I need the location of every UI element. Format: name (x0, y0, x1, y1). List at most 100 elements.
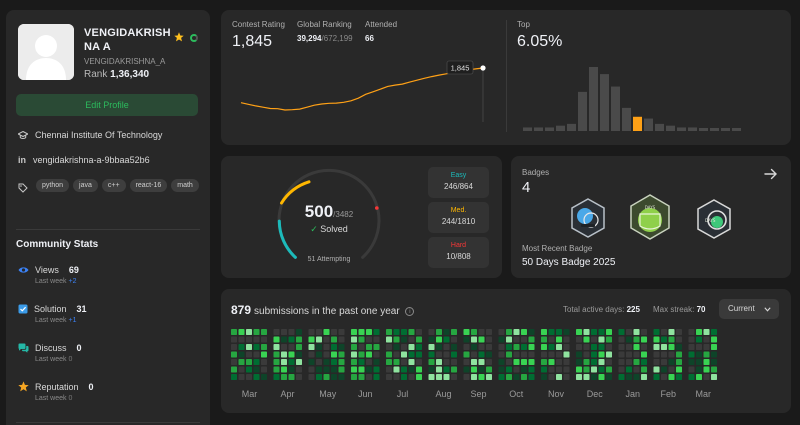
heatmap-day[interactable] (633, 336, 640, 343)
heatmap-day[interactable] (386, 351, 392, 358)
heatmap-day[interactable] (373, 329, 380, 335)
badge-50-days-icon[interactable]: DAYS (695, 199, 733, 239)
heatmap-day[interactable] (521, 359, 527, 365)
heatmap-day[interactable] (471, 329, 477, 335)
heatmap-day[interactable] (513, 359, 520, 365)
heatmap-day[interactable] (246, 351, 252, 358)
heatmap-day[interactable] (351, 329, 357, 335)
info-icon[interactable]: i (405, 307, 415, 316)
heatmap-day[interactable] (498, 351, 505, 358)
rating-line-chart[interactable]: 1,845 (221, 10, 506, 145)
heatmap-day[interactable] (563, 329, 570, 335)
heatmap-day[interactable] (393, 329, 400, 335)
heatmap-day[interactable] (583, 359, 590, 365)
heatmap-day[interactable] (393, 336, 400, 343)
heatmap-day[interactable] (451, 366, 457, 373)
solved-progress-ring[interactable] (271, 168, 387, 268)
heatmap-day[interactable] (606, 344, 612, 350)
heatmap-day[interactable] (548, 359, 555, 365)
heatmap-day[interactable] (576, 336, 582, 343)
heatmap-day[interactable] (668, 366, 675, 373)
heatmap-day[interactable] (513, 336, 520, 343)
heatmap-day[interactable] (598, 366, 605, 373)
badge-days-icon[interactable]: DAYS (627, 194, 673, 240)
heatmap-day[interactable] (451, 351, 457, 358)
edit-profile-button[interactable]: Edit Profile (16, 94, 198, 116)
heatmap-day[interactable] (506, 329, 512, 335)
heatmap-day[interactable] (486, 366, 492, 373)
heatmap-day[interactable] (273, 351, 280, 358)
heatmap-day[interactable] (463, 351, 470, 358)
heatmap-day[interactable] (513, 351, 520, 358)
heatmap-day[interactable] (416, 344, 422, 350)
rating-current-point[interactable] (480, 65, 486, 71)
heatmap-day[interactable] (521, 374, 527, 380)
heatmap-day[interactable] (556, 336, 562, 343)
heatmap-day[interactable] (296, 344, 302, 350)
heatmap-day[interactable] (583, 366, 590, 373)
heatmap-day[interactable] (598, 351, 605, 358)
heatmap-day[interactable] (486, 351, 492, 358)
heatmap-day[interactable] (273, 336, 280, 343)
heatmap-day[interactable] (618, 336, 625, 343)
heatmap-day[interactable] (408, 351, 415, 358)
heatmap-day[interactable] (696, 366, 702, 373)
heatmap-day[interactable] (528, 374, 535, 380)
heatmap-day[interactable] (338, 366, 345, 373)
skill-tag[interactable]: math (171, 179, 199, 192)
heatmap-day[interactable] (408, 359, 415, 365)
heatmap-day[interactable] (408, 374, 415, 380)
heatmap-day[interactable] (273, 329, 280, 335)
heatmap-day[interactable] (428, 366, 435, 373)
heatmap-day[interactable] (338, 336, 345, 343)
heatmap-day[interactable] (253, 336, 260, 343)
heatmap-day[interactable] (471, 351, 477, 358)
heatmap-day[interactable] (661, 344, 667, 350)
heatmap-day[interactable] (668, 336, 675, 343)
hard-stat-box[interactable]: Hard 10/808 (428, 237, 489, 268)
heatmap-day[interactable] (281, 359, 287, 365)
heatmap-day[interactable] (408, 344, 415, 350)
heatmap-day[interactable] (618, 351, 625, 358)
heatmap-day[interactable] (598, 344, 605, 350)
heatmap-day[interactable] (323, 366, 330, 373)
heatmap-day[interactable] (273, 374, 280, 380)
heatmap-day[interactable] (563, 374, 570, 380)
heatmap-day[interactable] (296, 329, 302, 335)
heatmap-day[interactable] (373, 359, 380, 365)
heatmap-day[interactable] (696, 329, 702, 335)
heatmap-day[interactable] (393, 351, 400, 358)
heatmap-day[interactable] (366, 336, 372, 343)
heatmap-day[interactable] (261, 329, 267, 335)
heatmap-day[interactable] (606, 329, 612, 335)
heatmap-day[interactable] (498, 329, 505, 335)
heatmap-day[interactable] (451, 329, 457, 335)
heatmap-day[interactable] (351, 374, 357, 380)
heatmap-day[interactable] (231, 336, 237, 343)
heatmap-day[interactable] (373, 351, 380, 358)
heatmap-day[interactable] (366, 366, 372, 373)
heatmap-day[interactable] (316, 374, 322, 380)
heatmap-day[interactable] (261, 336, 267, 343)
heatmap-day[interactable] (273, 344, 280, 350)
heatmap-day[interactable] (463, 359, 470, 365)
heatmap-day[interactable] (498, 374, 505, 380)
heatmap-day[interactable] (373, 344, 380, 350)
heatmap-day[interactable] (308, 344, 315, 350)
heatmap-day[interactable] (331, 374, 337, 380)
heatmap-day[interactable] (676, 374, 682, 380)
skill-tag[interactable]: c++ (101, 179, 126, 192)
heatmap-day[interactable] (521, 336, 527, 343)
heatmap-day[interactable] (606, 359, 612, 365)
heatmap-day[interactable] (253, 374, 260, 380)
heatmap-day[interactable] (668, 329, 675, 335)
heatmap-day[interactable] (316, 366, 322, 373)
heatmap-day[interactable] (478, 329, 485, 335)
heatmap-day[interactable] (498, 359, 505, 365)
heatmap-day[interactable] (358, 344, 365, 350)
heatmap-day[interactable] (541, 344, 547, 350)
heatmap-day[interactable] (598, 329, 605, 335)
heatmap-day[interactable] (676, 366, 682, 373)
heatmap-day[interactable] (688, 366, 695, 373)
heatmap-day[interactable] (676, 351, 682, 358)
